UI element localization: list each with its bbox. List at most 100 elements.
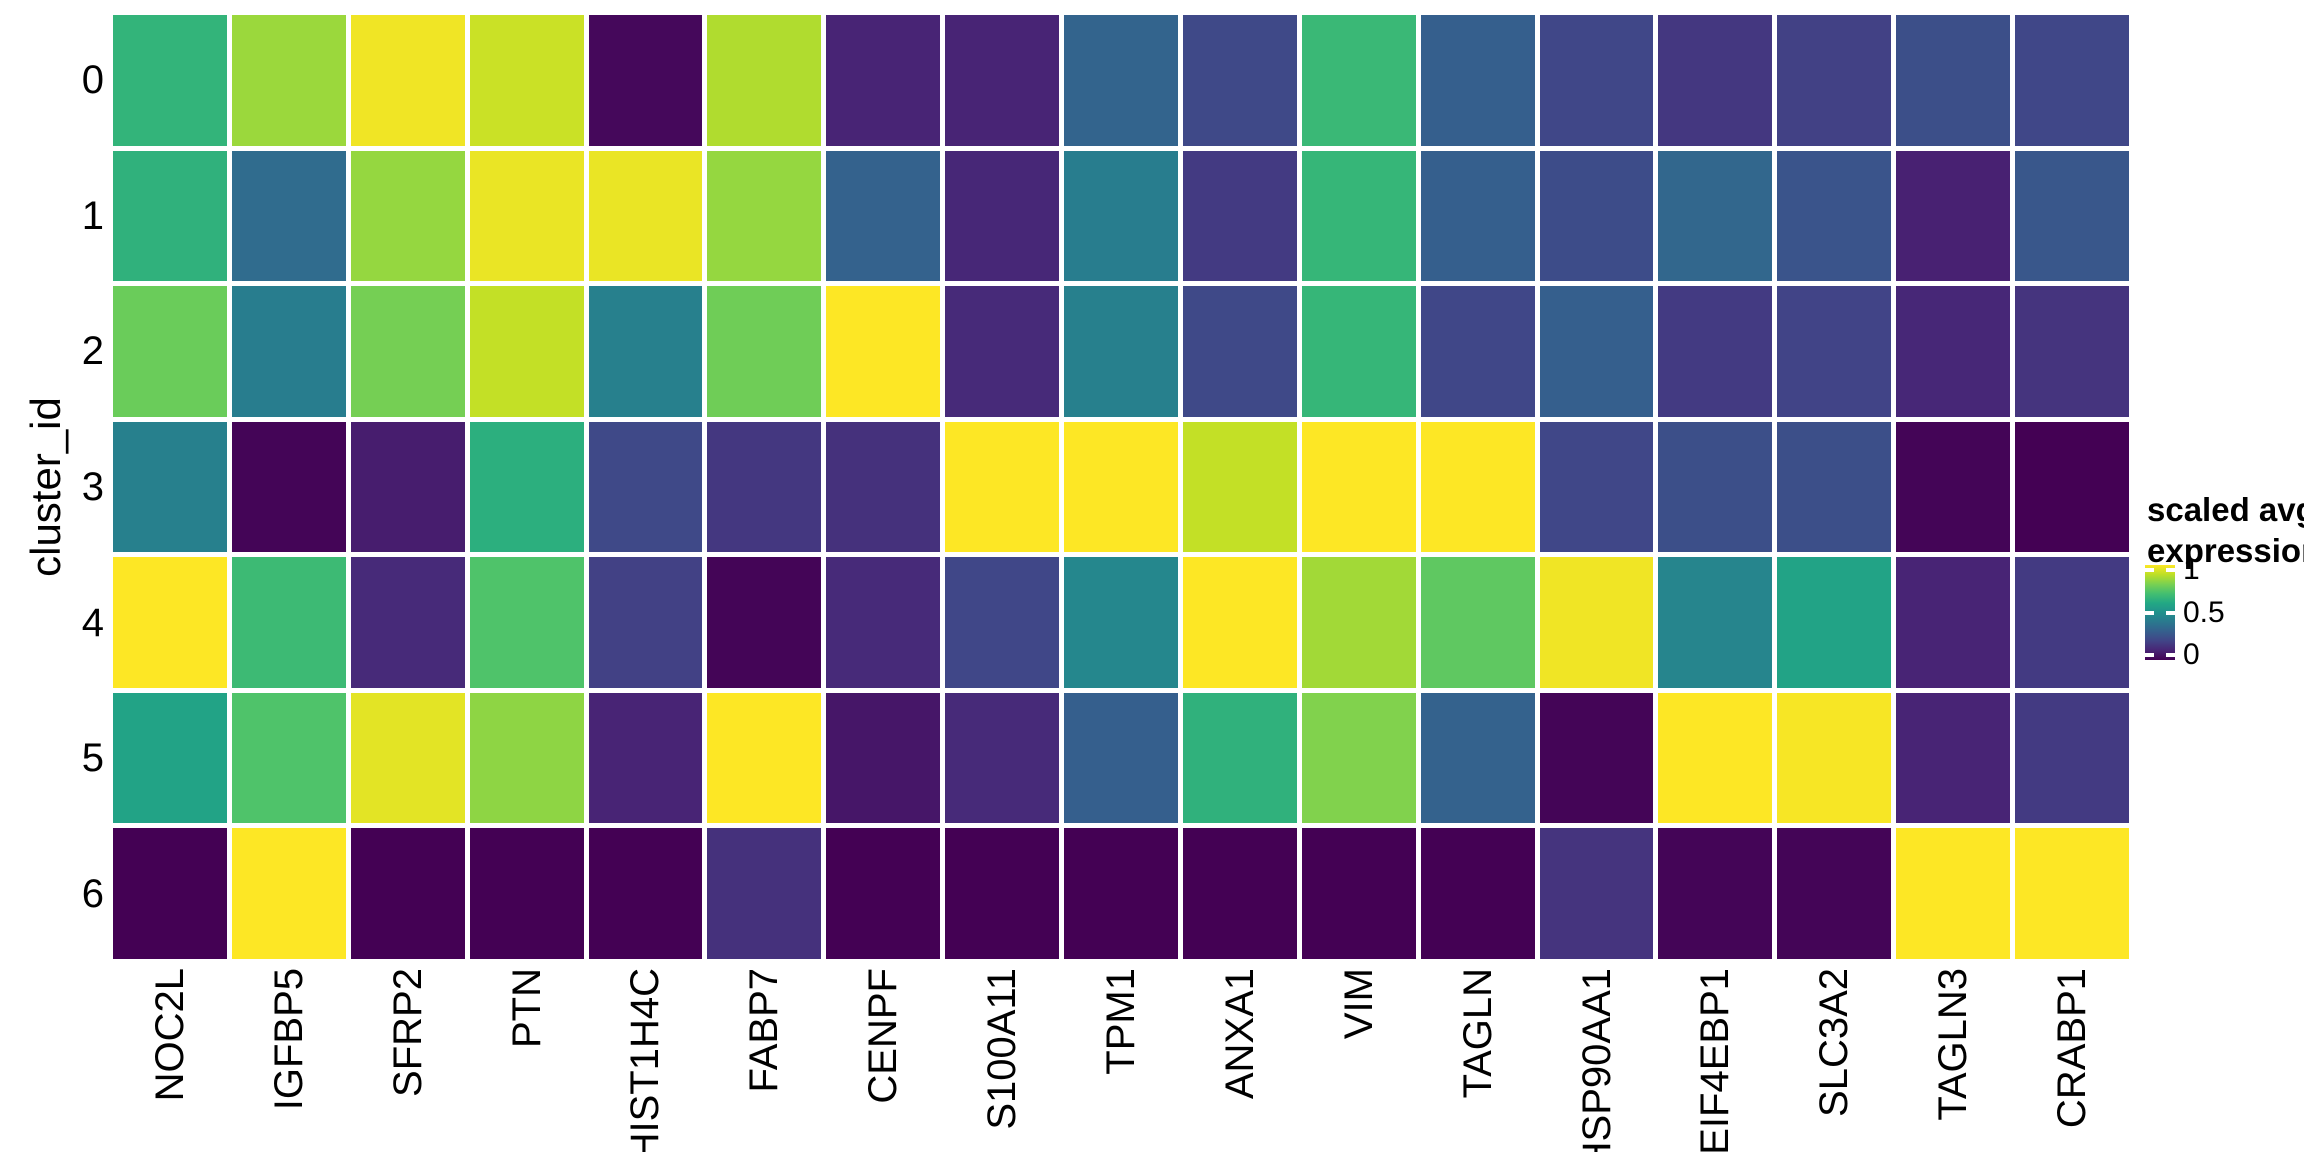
heatmap-cell [945,692,1060,824]
heatmap-cell [1777,557,1892,688]
legend-title-line2: expression [2147,532,2304,569]
x-axis-tick-label: S100A11 [980,968,1025,1130]
y-axis-tick-label: 2 [81,329,104,374]
y-axis-tick-label: 3 [81,465,104,509]
x-axis-tick-label: TPM1 [1099,968,1143,1075]
heatmap-cell [469,421,584,553]
y-axis-tick-label: 0 [81,58,104,103]
heatmap-cell [826,150,941,282]
heatmap-cell [350,557,465,688]
heatmap-cell [1539,557,1654,688]
x-axis-tick-label: SLC3A2 [1812,968,1857,1117]
x-axis-tick-label: SFRP2 [385,968,430,1097]
legend-tick-mark [2145,610,2154,615]
heatmap-cell [1539,828,1654,959]
heatmap-cell [1658,692,1773,824]
x-axis-tick-label: EIF4EBP1 [1693,968,1738,1152]
heatmap-cell [1182,421,1297,553]
heatmap-cell [1539,150,1654,282]
heatmap-cell [1182,828,1297,959]
x-axis-tick-label: IGFBP5 [266,968,311,1111]
legend-tick-mark [2145,567,2154,572]
heatmap-cell [2015,692,2129,824]
heatmap-cell [1658,286,1773,417]
heatmap-cell [469,557,584,688]
heatmap-cell [469,692,584,824]
heatmap-cell [1658,421,1773,553]
heatmap-cell [1301,150,1416,282]
heatmap-cell [1658,828,1773,959]
heatmap-cell [350,286,465,417]
y-axis-tick-label: 1 [81,193,104,238]
heatmap-cell [1896,286,2011,417]
heatmap-cell [1777,692,1892,824]
heatmap-cell [1896,828,2011,959]
legend-tick-mark [2166,653,2175,658]
legend-tick-label: 1 [2183,552,2200,586]
y-axis-tick-label: 6 [81,871,104,916]
heatmap-cell [2015,15,2129,146]
x-axis-tick-label: ANXA1 [1217,968,1262,1100]
heatmap-cell [231,286,346,417]
heatmap-cell [469,15,584,146]
heatmap-cell [231,557,346,688]
heatmap-cell [945,286,1060,417]
heatmap-cell [826,421,941,553]
heatmap-cell [1182,692,1297,824]
x-axis-tick-label: HSP90AA1 [1574,968,1619,1152]
heatmap-cell [1658,15,1773,146]
heatmap-cell [588,286,703,417]
heatmap-cell [1777,286,1892,417]
heatmap-cell [1064,692,1178,824]
heatmap-cell [113,828,227,959]
heatmap-cell [469,828,584,959]
heatmap-cell [707,557,822,688]
heatmap-cell [1182,557,1297,688]
heatmap-cell [1301,828,1416,959]
heatmap-grid [113,15,2129,959]
legend-title: scaled avg. expression [2147,489,2304,571]
heatmap-cell [1539,286,1654,417]
heatmap-cell [1420,692,1535,824]
heatmap-cell [1896,557,2011,688]
heatmap-cell [826,828,941,959]
x-axis-tick-label: NOC2L [147,968,192,1102]
heatmap-cell [469,286,584,417]
heatmap-cell [1301,286,1416,417]
heatmap-cell [1420,828,1535,959]
heatmap-cell [231,421,346,553]
x-axis-tick-label: FABP7 [742,968,787,1093]
heatmap-cell [945,150,1060,282]
heatmap-cell [1301,421,1416,553]
legend-tick-label: 0 [2183,638,2200,672]
heatmap-cell [1301,692,1416,824]
heatmap-cell [588,150,703,282]
x-axis-tick-label: TAGLN3 [1931,968,1976,1121]
heatmap-cell [1064,286,1178,417]
heatmap-cell [707,421,822,553]
heatmap-cell [113,692,227,824]
heatmap-cell [350,15,465,146]
heatmap-cell [588,692,703,824]
heatmap-cell [1420,15,1535,146]
heatmap-cell [707,150,822,282]
heatmap-cell [1064,828,1178,959]
x-axis-tick-label: TAGLN [1455,968,1500,1099]
heatmap-cell [113,286,227,417]
heatmap-cell [1539,692,1654,824]
heatmap-cell [231,15,346,146]
heatmap-cell [588,421,703,553]
heatmap-cell [1064,421,1178,553]
heatmap-cell [945,421,1060,553]
heatmap-cell [1777,150,1892,282]
heatmap-cell [1420,421,1535,553]
x-axis-tick-label: CENPF [861,968,906,1104]
heatmap-cell [1896,421,2011,553]
heatmap-cell [707,828,822,959]
heatmap-cell [1777,421,1892,553]
heatmap-cell [945,828,1060,959]
heatmap-cell [113,421,227,553]
heatmap-cell [826,15,941,146]
heatmap-cell [1896,692,2011,824]
